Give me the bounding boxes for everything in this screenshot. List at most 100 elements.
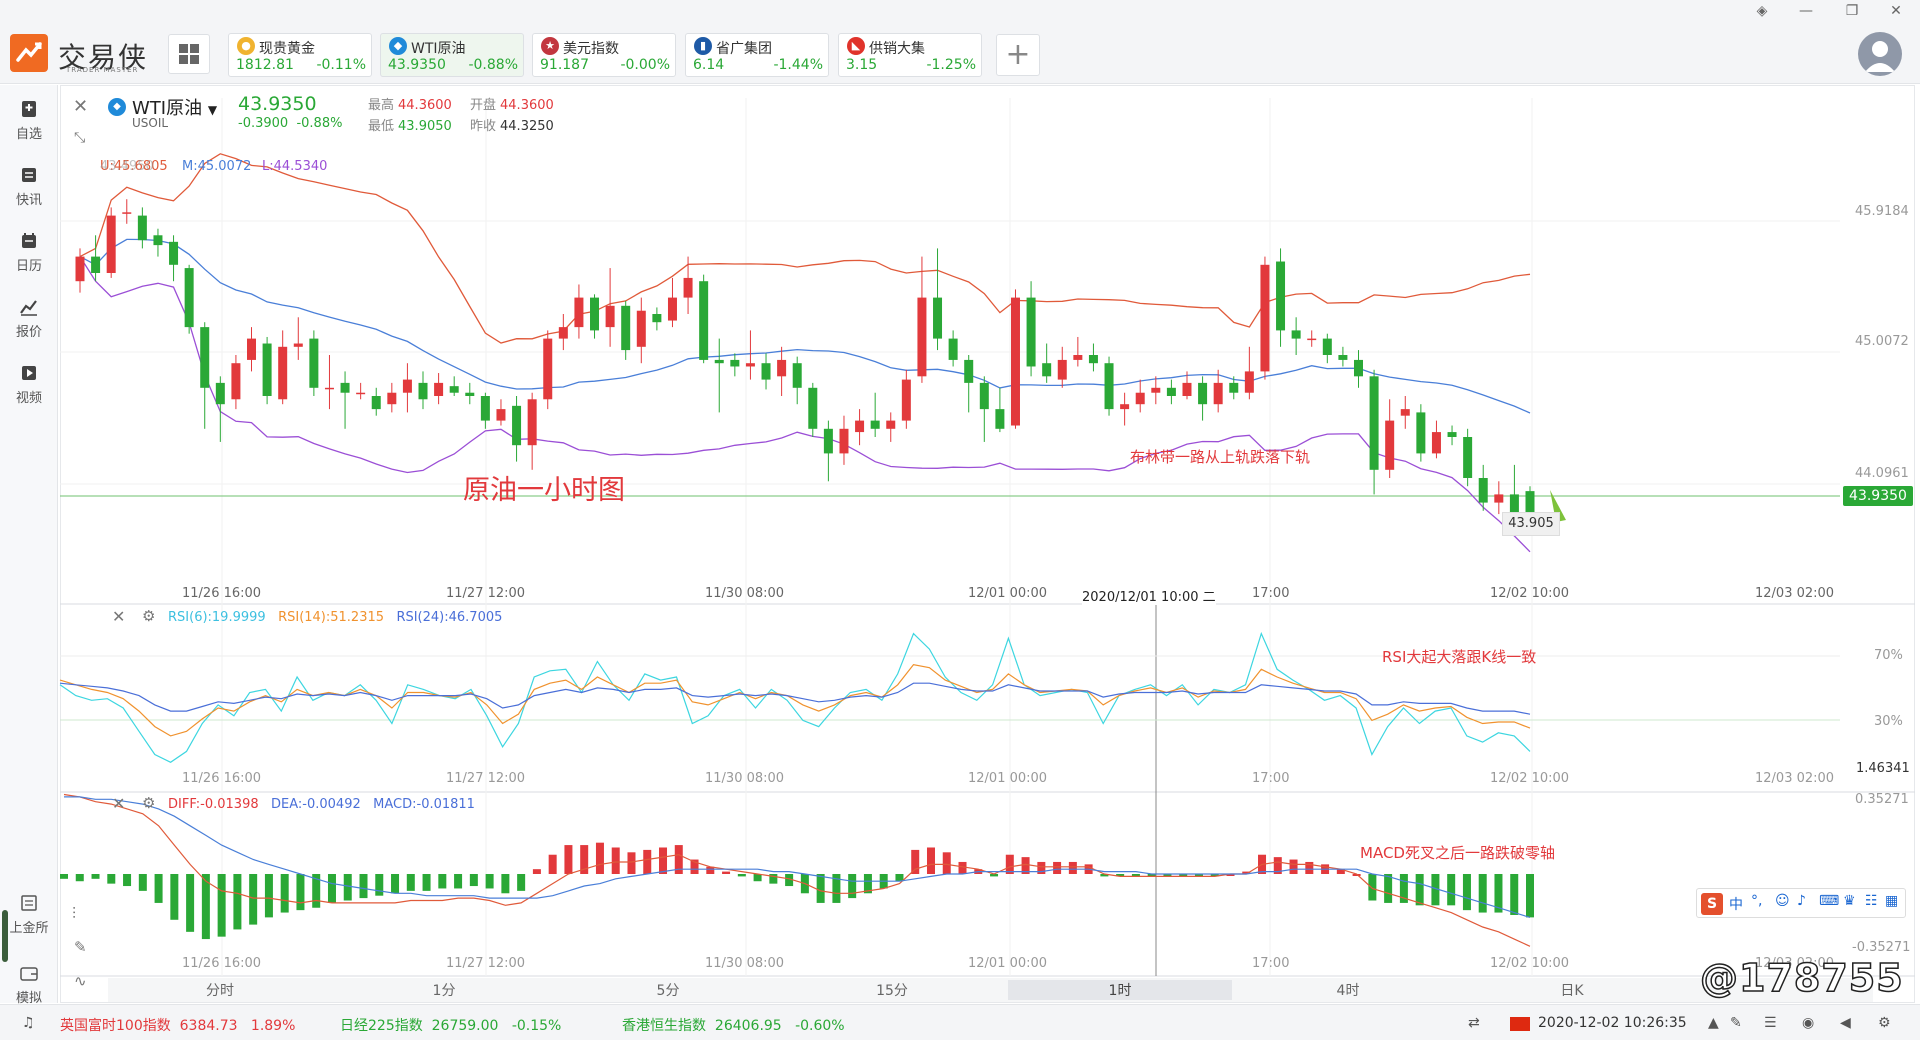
grid-icon[interactable]: ▦	[1885, 893, 1899, 909]
index-hsi[interactable]: 香港恒生指数 26406.95 -0.60%	[622, 1018, 845, 1034]
time-axis-label: 12/02 10:00	[1490, 956, 1570, 971]
restore-icon[interactable]: ❐	[1845, 3, 1859, 19]
translate-icon[interactable]: ⇄	[1468, 1015, 1480, 1031]
period-tab[interactable]: 15分	[876, 983, 908, 999]
settings-icon[interactable]: ⚙	[142, 794, 156, 812]
ticker-usd-index[interactable]: ★ 美元指数 91.187 -0.00%	[532, 33, 676, 77]
index-ftse[interactable]: 英国富时100指数 6384.73 1.89%	[60, 1018, 296, 1034]
add-ticker-button[interactable]: +	[996, 34, 1040, 76]
ticker-name: 省广集团	[716, 41, 772, 57]
time-axis-label: 12/02 10:00	[1490, 771, 1570, 786]
wave-icon[interactable]: ∿	[74, 972, 87, 990]
high-price: 最高 44.3600	[368, 98, 452, 113]
collapse-icon[interactable]: ⤡	[74, 130, 86, 146]
mute-icon[interactable]: ◀	[1840, 1015, 1851, 1031]
ticker-gold[interactable]: ● 现贵黄金 1812.81 -0.11%	[228, 33, 372, 77]
sidebar-item-news[interactable]: 快讯	[0, 165, 58, 208]
camera-icon[interactable]: ◉	[1802, 1015, 1815, 1031]
ticker-price: 91.187	[540, 57, 589, 73]
ticker-price: 3.15	[846, 57, 878, 73]
boll-annotation: 布林带一路从上轨跌落下轨	[1130, 448, 1311, 466]
skin-icon[interactable]: ♛	[1843, 893, 1856, 909]
user-icon	[1865, 41, 1895, 72]
ticker-price: 43.9350	[388, 57, 446, 73]
wallet-icon	[20, 967, 38, 981]
period-tab[interactable]: 4时	[1336, 983, 1360, 999]
price-change: -0.3900 -0.88%	[238, 116, 343, 131]
time-axis-label: 11/30 08:00	[705, 956, 785, 971]
punctuation-icon[interactable]: °,	[1751, 893, 1763, 909]
calendar-icon	[22, 233, 36, 248]
ticker-change: -0.88%	[468, 57, 518, 73]
ticker-stock-1[interactable]: ▮ 省广集团 6.14 -1.44%	[685, 33, 829, 77]
ticker-wti[interactable]: ◆ WTI原油 43.9350 -0.88%	[380, 33, 524, 77]
period-tab[interactable]: 分时	[206, 983, 234, 999]
index-nikkei[interactable]: 日经225指数 26759.00 -0.15%	[340, 1018, 562, 1034]
app-logo-icon	[10, 34, 48, 72]
close-rsi-icon[interactable]: ✕	[112, 607, 126, 626]
macd-legend: DIFF:-0.01398 DEA:-0.00492 MACD:-0.01811	[168, 797, 475, 812]
skin-icon[interactable]: ◈	[1756, 3, 1768, 19]
time-axis-label: 11/30 08:00	[705, 771, 785, 786]
ime-mode[interactable]: 中	[1729, 897, 1743, 913]
minimize-icon[interactable]: —	[1799, 3, 1813, 19]
settings-icon[interactable]: ⚙	[142, 607, 156, 625]
ticker-change: -0.00%	[620, 57, 670, 73]
list-icon[interactable]: ☰	[1764, 1015, 1777, 1031]
ime-toolbar[interactable]: S 中 °, ☺ ♪ ⌨ ♛ ☷ ▦	[1696, 888, 1906, 918]
layout-grid-button[interactable]	[168, 34, 210, 74]
toolbox-icon[interactable]: ☷	[1865, 893, 1878, 909]
close-macd-icon[interactable]: ✕	[112, 794, 126, 813]
ticker-price: 1812.81	[236, 57, 294, 73]
china-flag-icon	[1510, 1017, 1530, 1031]
emoji-icon[interactable]: ☺	[1775, 893, 1790, 909]
oil-icon: ◆	[389, 37, 407, 55]
sidebar-item-video[interactable]: 视频	[0, 363, 58, 406]
indicator-icon[interactable]: ⫶	[72, 904, 77, 923]
price-axis-label: 45.9184	[1855, 204, 1909, 219]
sidebar-scroll-handle[interactable]	[2, 910, 8, 962]
price-axis-label: 44.0961	[1855, 466, 1909, 481]
sidebar-item-simulate[interactable]: 模拟	[0, 963, 58, 1006]
period-tab[interactable]: 5分	[656, 983, 680, 999]
time-axis-label: 11/27 12:00	[446, 771, 526, 786]
symbol-name[interactable]: WTI原油 ▼	[132, 98, 218, 119]
sidebar-item-exchange[interactable]: 上金所	[0, 893, 58, 936]
sidebar-item-label: 上金所	[9, 921, 49, 936]
time-axis-label: 11/26 16:00	[182, 586, 262, 601]
period-tab[interactable]: 日K	[1560, 983, 1584, 999]
ticker-stock-2[interactable]: ◣ 供销大集 3.15 -1.25%	[838, 33, 982, 77]
chart-title-annotation: 原油一小时图	[463, 475, 625, 506]
keyboard-icon[interactable]: ⌨	[1819, 893, 1840, 909]
open-price: 开盘 44.3600	[470, 98, 554, 113]
ticker-name: WTI原油	[411, 41, 466, 57]
time-axis-label: 12/02 10:00	[1490, 586, 1570, 601]
rsi-legend: RSI(6):19.9999 RSI(14):51.2315 RSI(24):4…	[168, 610, 503, 625]
period-tab-active[interactable]: 1时	[1008, 980, 1232, 1000]
chevron-down-icon: ▼	[207, 103, 218, 117]
avatar[interactable]	[1858, 32, 1902, 76]
close-chart-icon[interactable]: ✕	[73, 96, 89, 117]
app-name: 交易侠	[58, 41, 149, 74]
settings-icon[interactable]: ⚙	[1878, 1015, 1891, 1031]
sidebar-item-quotes[interactable]: 报价	[0, 297, 58, 340]
macd-axis-label: 0.35271	[1855, 792, 1909, 807]
caret-up-icon[interactable]: ▲	[1708, 1015, 1719, 1031]
headset-icon[interactable]: ♫	[22, 1015, 35, 1031]
draw-pen-icon[interactable]: ✎	[74, 938, 87, 956]
mic-icon[interactable]: ♪	[1797, 893, 1806, 909]
crosshair-time-label: 2020/12/01 10:00 二	[1082, 586, 1216, 605]
ticker-change: -1.44%	[773, 57, 823, 73]
sidebar-item-label: 快讯	[15, 193, 42, 208]
time-axis-label: 12/01 00:00	[968, 956, 1048, 971]
sidebar-item-watchlist[interactable]: 自选	[0, 99, 58, 142]
period-tab[interactable]: 1分	[432, 983, 456, 999]
sidebar-item-calendar[interactable]: 日历	[0, 231, 58, 274]
gold-icon: ●	[237, 37, 255, 55]
time-axis-label: 17:00	[1252, 586, 1290, 601]
edit-icon[interactable]: ✎	[1730, 1015, 1742, 1031]
close-window-icon[interactable]: ✕	[1890, 3, 1902, 19]
stock-icon: ◣	[847, 37, 865, 55]
oil-icon: ◆	[108, 98, 126, 116]
quote-icon	[20, 300, 37, 316]
